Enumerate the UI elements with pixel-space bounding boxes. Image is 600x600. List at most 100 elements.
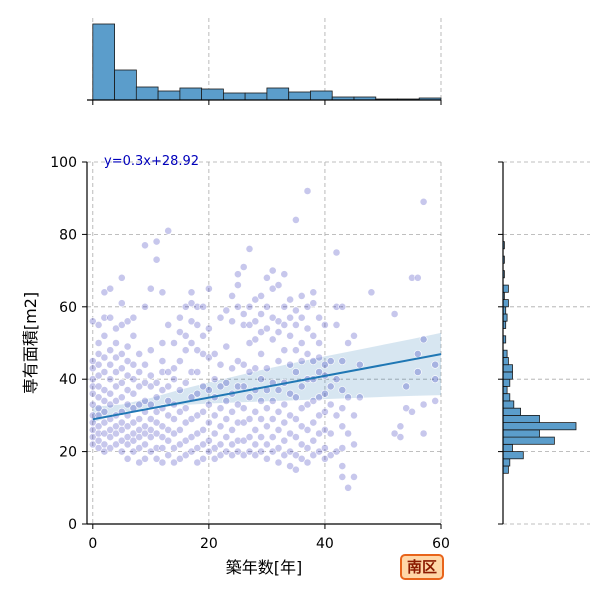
top-histogram-bars [92, 23, 442, 101]
data-point [251, 440, 260, 449]
data-point [181, 451, 190, 460]
data-point [233, 281, 242, 289]
data-point [396, 433, 405, 441]
data-point [320, 407, 329, 416]
data-point [106, 375, 115, 384]
data-point [228, 407, 236, 416]
data-point [286, 447, 294, 456]
data-point [251, 425, 260, 434]
data-point [332, 375, 341, 384]
data-point [274, 357, 283, 365]
data-point [233, 357, 242, 365]
data-point [141, 241, 149, 250]
data-point [152, 255, 161, 264]
data-point [262, 302, 271, 311]
top-histogram-ticks [92, 100, 442, 105]
data-point [94, 320, 103, 329]
data-point [257, 291, 265, 300]
data-point [106, 389, 115, 398]
data-point [390, 310, 399, 318]
data-point [210, 349, 219, 358]
data-point [291, 215, 300, 224]
data-point [94, 393, 103, 402]
data-point [100, 429, 109, 438]
data-point [320, 360, 329, 369]
top-histogram-bar [157, 90, 181, 101]
data-point [245, 339, 254, 347]
data-point [170, 364, 178, 373]
data-point [123, 422, 132, 431]
data-point [413, 349, 422, 358]
data-point [228, 291, 236, 300]
data-point [100, 418, 109, 427]
data-point [320, 320, 329, 329]
top-histogram-bar [288, 91, 311, 101]
data-point [233, 270, 242, 279]
data-point [106, 313, 115, 322]
data-point [245, 368, 254, 376]
data-point [320, 444, 329, 452]
data-point [239, 320, 248, 329]
data-point [199, 407, 207, 416]
data-point [135, 382, 144, 391]
data-point [222, 396, 231, 405]
data-point [100, 353, 109, 362]
right-histogram-bar [502, 284, 509, 293]
data-point [239, 263, 248, 271]
data-point [193, 346, 202, 355]
x-tick-label: 0 [88, 536, 97, 552]
data-point [141, 378, 149, 387]
data-point [286, 462, 294, 470]
data-point [170, 415, 178, 423]
data-point [390, 429, 399, 438]
right-histogram-bar [502, 385, 508, 394]
data-point [274, 458, 283, 467]
data-point [320, 389, 329, 398]
data-point [257, 396, 265, 405]
data-point [239, 382, 248, 391]
data-point [338, 357, 347, 365]
data-point [112, 339, 120, 347]
data-point [187, 433, 196, 441]
data-point [146, 447, 155, 456]
data-point [303, 324, 312, 333]
data-point [280, 302, 289, 311]
data-point [199, 440, 207, 449]
y-tick-label: 0 [68, 517, 77, 533]
data-point [228, 451, 236, 460]
data-point [222, 306, 231, 315]
data-point [431, 396, 440, 405]
data-point [158, 444, 167, 452]
data-point [141, 422, 149, 431]
right-histogram-bar [502, 299, 509, 308]
data-point [158, 433, 167, 441]
data-point [146, 346, 155, 355]
data-point [170, 375, 178, 384]
data-point [88, 357, 97, 365]
data-point [100, 331, 109, 340]
data-point [210, 429, 219, 438]
data-point [239, 310, 248, 318]
data-point [117, 418, 126, 427]
data-point [175, 425, 184, 434]
data-point [297, 313, 306, 322]
data-point [286, 295, 294, 304]
data-point [222, 433, 231, 441]
data-point [193, 320, 202, 329]
confidence-band-layer [92, 332, 442, 423]
data-point [245, 393, 254, 402]
regression-equation: y=0.3x+28.92 [104, 154, 199, 169]
data-point [175, 313, 184, 322]
data-point [350, 472, 358, 481]
data-point [303, 302, 312, 311]
data-point [117, 349, 126, 358]
y-tick-label: 20 [59, 445, 77, 461]
data-point [100, 313, 109, 322]
data-point [291, 346, 300, 355]
data-point [181, 346, 190, 355]
data-point [170, 444, 178, 452]
data-point [181, 331, 190, 340]
data-point [123, 400, 132, 409]
right-histogram [498, 161, 590, 525]
